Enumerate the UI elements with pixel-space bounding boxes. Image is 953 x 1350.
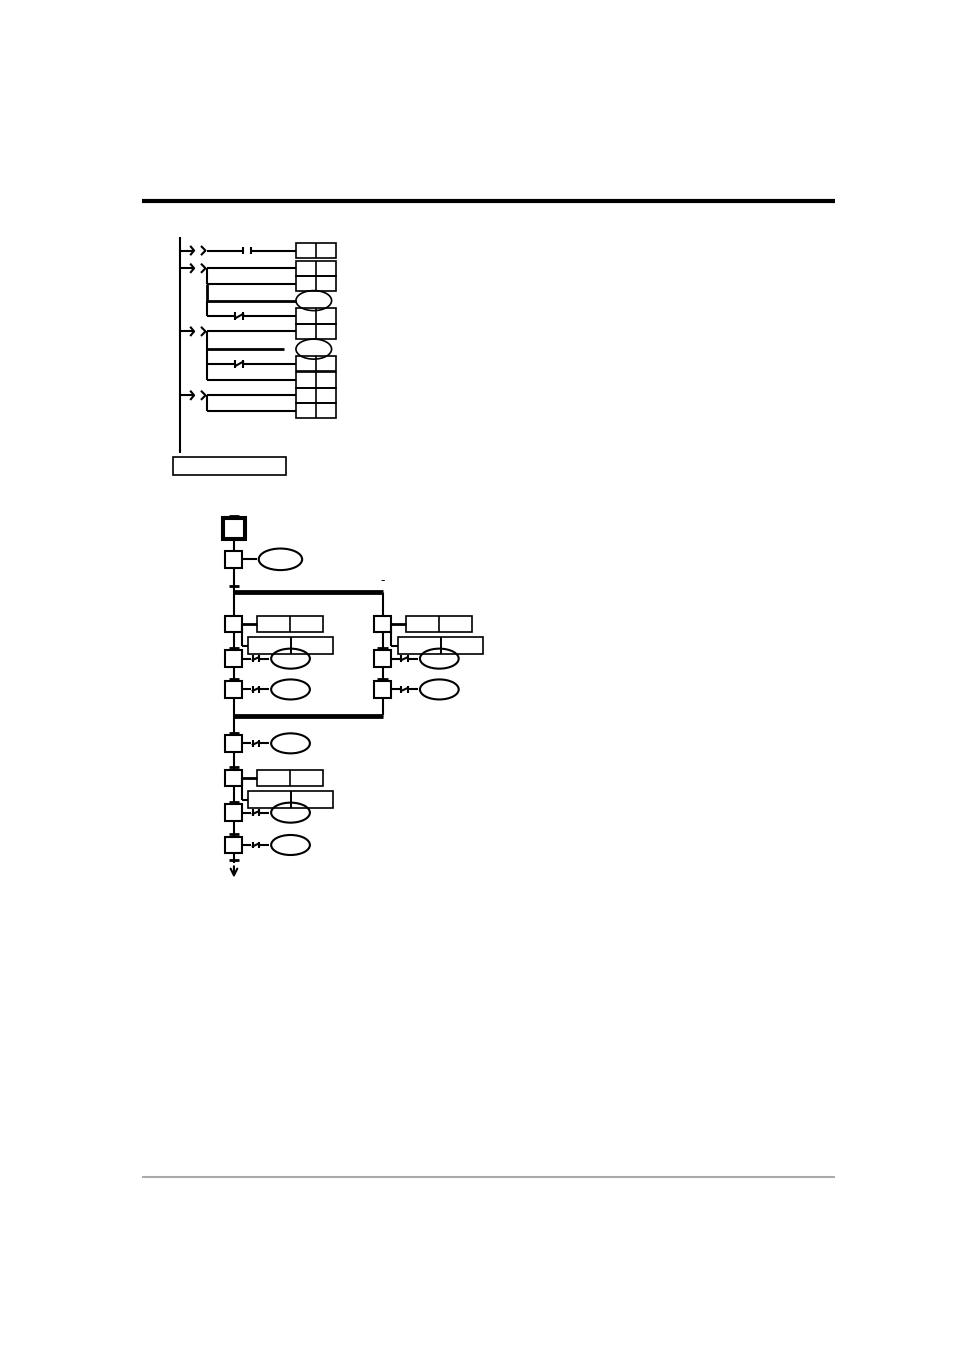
Bar [225,680,242,698]
Bar [225,805,242,821]
Bar [225,551,242,568]
Bar [248,637,333,653]
Bar [374,651,391,667]
Bar [295,373,335,387]
Bar [225,734,242,752]
Bar [295,243,335,258]
Bar [295,404,335,418]
Bar [225,837,242,853]
Bar [397,637,483,653]
Bar [224,518,243,539]
Bar [222,517,246,540]
Bar [295,324,335,339]
Bar [173,456,286,475]
Bar [257,616,323,632]
Bar [225,769,242,787]
Bar [248,791,333,809]
Bar [225,616,242,632]
Text: -: - [380,574,385,587]
Bar [406,616,472,632]
Bar [295,356,335,371]
Bar [225,651,242,667]
Bar [295,387,335,404]
Bar [295,275,335,292]
Bar [374,616,391,632]
Bar [257,769,323,787]
Bar [295,261,335,275]
Bar [374,680,391,698]
Bar [295,308,335,324]
